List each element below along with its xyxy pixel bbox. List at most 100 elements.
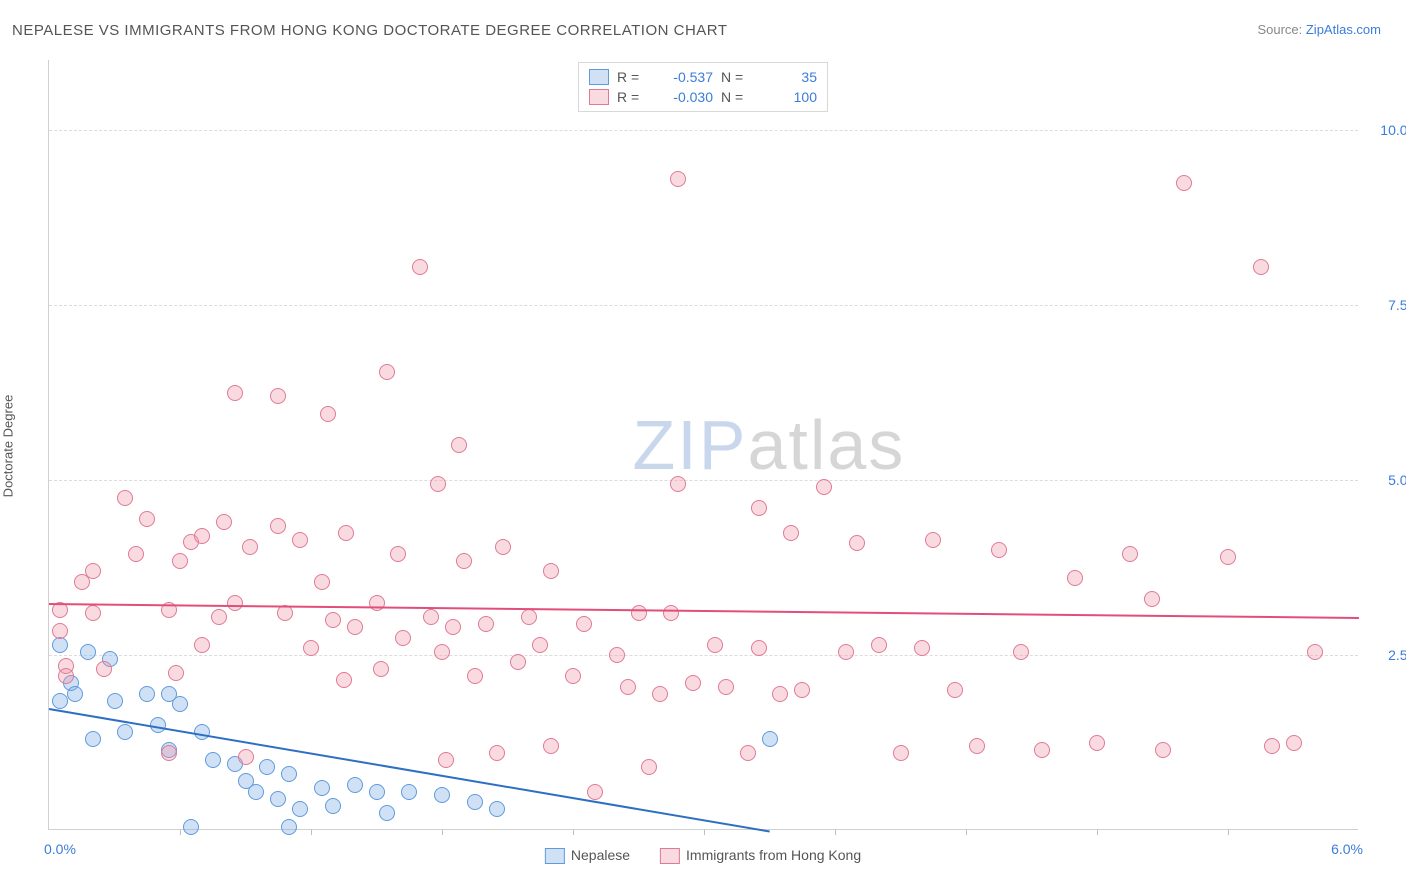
x-tick [835, 829, 836, 835]
watermark-brand-b: atlas [747, 406, 905, 484]
series-legend: Nepalese Immigrants from Hong Kong [545, 847, 861, 864]
gridline [49, 130, 1358, 131]
data-point [751, 500, 767, 516]
legend-row: R =-0.030N =100 [589, 87, 817, 107]
data-point [816, 479, 832, 495]
data-point [670, 171, 686, 187]
y-tick-label: 10.0% [1365, 122, 1406, 138]
legend-row: R =-0.537N =35 [589, 67, 817, 87]
data-point [489, 801, 505, 817]
data-point [1286, 735, 1302, 751]
data-point [242, 539, 258, 555]
data-point [510, 654, 526, 670]
legend-swatch [589, 89, 609, 105]
data-point [438, 752, 454, 768]
gridline [49, 480, 1358, 481]
data-point [412, 259, 428, 275]
x-min-label: 0.0% [44, 841, 76, 857]
data-point [248, 784, 264, 800]
data-point [434, 644, 450, 660]
data-point [168, 665, 184, 681]
data-point [373, 661, 389, 677]
x-tick [966, 829, 967, 835]
data-point [495, 539, 511, 555]
data-point [478, 616, 494, 632]
data-point [794, 682, 810, 698]
data-point [52, 623, 68, 639]
data-point [270, 791, 286, 807]
data-point [238, 749, 254, 765]
data-point [451, 437, 467, 453]
y-tick-label: 5.0% [1365, 472, 1406, 488]
data-point [338, 525, 354, 541]
data-point [85, 563, 101, 579]
data-point [1253, 259, 1269, 275]
data-point [609, 647, 625, 663]
data-point [532, 637, 548, 653]
legend-swatch [660, 848, 680, 864]
data-point [838, 644, 854, 660]
data-point [211, 609, 227, 625]
data-point [401, 784, 417, 800]
data-point [1176, 175, 1192, 191]
data-point [925, 532, 941, 548]
data-point [652, 686, 668, 702]
gridline [49, 305, 1358, 306]
x-tick [180, 829, 181, 835]
data-point [325, 612, 341, 628]
data-point [467, 794, 483, 810]
data-point [707, 637, 723, 653]
data-point [161, 745, 177, 761]
data-point [281, 819, 297, 835]
source-link[interactable]: ZipAtlas.com [1306, 22, 1381, 37]
data-point [762, 731, 778, 747]
data-point [314, 780, 330, 796]
data-point [117, 490, 133, 506]
data-point [1155, 742, 1171, 758]
data-point [194, 528, 210, 544]
data-point [740, 745, 756, 761]
data-point [314, 574, 330, 590]
data-point [434, 787, 450, 803]
data-point [303, 640, 319, 656]
legend-item: Immigrants from Hong Kong [660, 847, 861, 864]
data-point [718, 679, 734, 695]
data-point [259, 759, 275, 775]
legend-item: Nepalese [545, 847, 630, 864]
data-point [52, 693, 68, 709]
data-point [139, 686, 155, 702]
chart-title: NEPALESE VS IMMIGRANTS FROM HONG KONG DO… [12, 22, 728, 39]
data-point [871, 637, 887, 653]
data-point [1307, 644, 1323, 660]
data-point [379, 364, 395, 380]
data-point [587, 784, 603, 800]
legend-n-label: N = [721, 69, 749, 85]
data-point [663, 605, 679, 621]
data-point [423, 609, 439, 625]
data-point [128, 546, 144, 562]
data-point [576, 616, 592, 632]
data-point [80, 644, 96, 660]
legend-series-label: Immigrants from Hong Kong [686, 847, 861, 863]
data-point [390, 546, 406, 562]
data-point [395, 630, 411, 646]
data-point [205, 752, 221, 768]
data-point [1067, 570, 1083, 586]
data-point [783, 525, 799, 541]
data-point [85, 605, 101, 621]
data-point [751, 640, 767, 656]
data-point [227, 385, 243, 401]
data-point [849, 535, 865, 551]
y-tick-label: 2.5% [1365, 647, 1406, 663]
data-point [620, 679, 636, 695]
data-point [292, 801, 308, 817]
data-point [489, 745, 505, 761]
data-point [369, 784, 385, 800]
trend-line [49, 708, 770, 832]
legend-swatch [589, 69, 609, 85]
data-point [914, 640, 930, 656]
data-point [1144, 591, 1160, 607]
data-point [543, 563, 559, 579]
data-point [1264, 738, 1280, 754]
legend-series-label: Nepalese [571, 847, 630, 863]
